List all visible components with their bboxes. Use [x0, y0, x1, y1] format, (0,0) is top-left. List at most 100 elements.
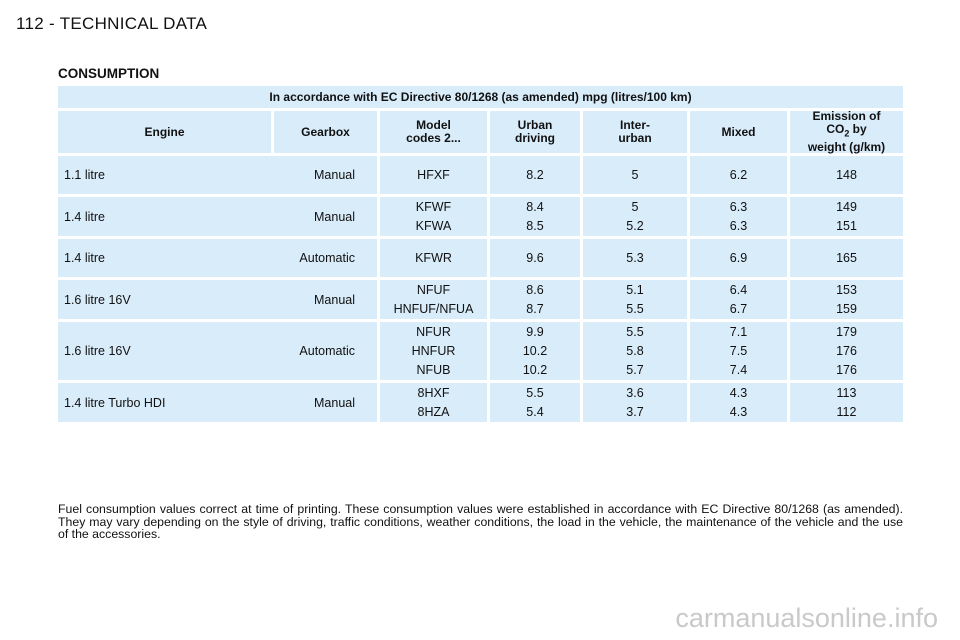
model-code: KFWA: [415, 218, 452, 233]
mixed-value: 6.9: [729, 251, 748, 265]
header-emission-by: by: [849, 122, 867, 137]
page-header: 112 - TECHNICAL DATA: [16, 14, 208, 33]
model-code: NFUB: [416, 362, 451, 377]
header-urban-line2: driving: [514, 131, 555, 145]
model-code-cell: HFXF: [380, 156, 487, 194]
header-model-line2: codes 2...: [406, 131, 461, 145]
inter-urban-value: 5.5: [626, 301, 644, 316]
header-emission-line1: Emission of: [812, 109, 881, 124]
model-code: 8HZA: [417, 404, 450, 419]
urban-value-cell: 5.5 5.4: [490, 383, 580, 422]
co2-value: 149: [836, 199, 857, 214]
inter-urban-value-cell: 5.3: [583, 239, 687, 277]
model-code: HNFUF/NFUA: [393, 301, 474, 316]
co2-value: 148: [836, 168, 857, 182]
urban-value: 9.9: [526, 324, 544, 339]
model-code-cell: NFUF HNFUF/NFUA: [380, 280, 487, 319]
header-inter-line1: Inter-: [620, 118, 650, 132]
model-code-cell: NFUR HNFUR NFUB: [380, 322, 487, 380]
co2-value-cell: 165: [790, 239, 903, 277]
gearbox-cell: Automatic: [274, 239, 377, 277]
consumption-table: In accordance with EC Directive 80/1268 …: [58, 86, 903, 422]
co2-value: 176: [836, 343, 857, 358]
mixed-value: 6.3: [729, 218, 748, 233]
urban-value: 10.2: [522, 343, 548, 358]
co2-value: 113: [836, 385, 857, 400]
gearbox-cell: Automatic: [274, 322, 377, 380]
urban-value: 9.6: [526, 251, 544, 265]
inter-urban-value-cell: 5: [583, 156, 687, 194]
urban-value-cell: 8.2: [490, 156, 580, 194]
table-row-group: 1.4 litre Automatic KFWR 9.6 5.3 6.9 165: [58, 239, 903, 277]
co2-value: 165: [836, 251, 857, 265]
urban-value-cell: 9.6: [490, 239, 580, 277]
header-emission: Emission of CO2 by weight (g/km): [790, 109, 903, 154]
model-code: 8HXF: [417, 385, 450, 400]
model-code-cell: KFWR: [380, 239, 487, 277]
co2-value-cell: 148: [790, 156, 903, 194]
urban-value-cell: 9.9 10.2 10.2: [490, 322, 580, 380]
table-row-group: 1.4 litre Turbo HDI Manual 8HXF 8HZA 5.5 5.4 3…: [58, 383, 903, 422]
inter-urban-value: 3.6: [626, 385, 644, 400]
table-header-row: Engine Gearbox Model codes 2... Urban dr…: [58, 109, 903, 154]
header-engine: Engine: [58, 111, 271, 153]
header-emission-line3: weight (g/km): [807, 139, 886, 154]
co2-value-cell: 149 151: [790, 197, 903, 236]
mixed-value-cell: 6.2: [690, 156, 787, 194]
header-urban: Urban driving: [490, 111, 580, 153]
gearbox-cell: Manual: [274, 280, 377, 319]
header-model-line1: Model: [416, 118, 451, 132]
engine-cell: 1.4 litre: [58, 197, 277, 236]
inter-urban-value-cell: 5 5.2: [583, 197, 687, 236]
model-code: NFUR: [416, 324, 451, 339]
inter-urban-value: 5.3: [626, 251, 644, 265]
header-inter-line2: urban: [618, 131, 652, 145]
mixed-value: 4.3: [729, 385, 748, 400]
model-code: NFUF: [416, 282, 451, 297]
co2-value: 112: [836, 404, 857, 419]
model-code: HNFUR: [411, 343, 456, 358]
inter-urban-value: 5.7: [626, 362, 644, 377]
urban-value: 8.4: [526, 199, 544, 214]
gearbox-cell: Manual: [274, 383, 377, 422]
mixed-value-cell: 6.4 6.7: [690, 280, 787, 319]
gearbox-cell: Manual: [274, 197, 377, 236]
table-body: 1.1 litre Manual HFXF 8.2 5 6.2 148 1.4 litre Ma…: [58, 156, 903, 422]
inter-urban-value: 5.1: [626, 282, 644, 297]
mixed-value: 7.4: [729, 362, 748, 377]
co2-value: 176: [836, 362, 857, 377]
table-row-group: 1.6 litre 16V Automatic NFUR HNFUR NFUB 9.9 10…: [58, 322, 903, 380]
mixed-value: 6.3: [729, 199, 748, 214]
header-urban-line1: Urban: [517, 118, 553, 132]
inter-urban-value: 5.5: [626, 324, 644, 339]
footnote: Fuel consumption values correct at time …: [58, 502, 903, 541]
inter-urban-value: 5.2: [626, 218, 644, 233]
header-model-codes: Model codes 2...: [380, 111, 487, 153]
urban-value-cell: 8.4 8.5: [490, 197, 580, 236]
mixed-value-cell: 6.9: [690, 239, 787, 277]
watermark: carmanualsonline.info: [675, 603, 938, 633]
model-code-cell: 8HXF 8HZA: [380, 383, 487, 422]
table-row-group: 1.1 litre Manual HFXF 8.2 5 6.2 148: [58, 156, 903, 194]
co2-value: 151: [836, 218, 857, 233]
table-row-group: 1.4 litre Manual KFWF KFWA 8.4 8.5 5 5.2 6.3 6.3 1…: [58, 197, 903, 236]
urban-value: 5.5: [526, 385, 544, 400]
urban-value-cell: 8.6 8.7: [490, 280, 580, 319]
table-banner: In accordance with EC Directive 80/1268 …: [58, 86, 903, 108]
header-emission-sub: 2: [844, 128, 850, 139]
mixed-value: 7.1: [729, 324, 748, 339]
co2-value: 153: [836, 282, 857, 297]
co2-value: 159: [836, 301, 857, 316]
mixed-value: 6.4: [729, 282, 748, 297]
mixed-value: 6.2: [729, 168, 748, 182]
mixed-value-cell: 6.3 6.3: [690, 197, 787, 236]
inter-urban-value: 5: [631, 168, 639, 182]
mixed-value-cell: 4.3 4.3: [690, 383, 787, 422]
urban-value: 8.6: [526, 282, 544, 297]
inter-urban-value: 3.7: [626, 404, 644, 419]
engine-cell: 1.4 litre: [58, 239, 277, 277]
model-code: KFWF: [415, 199, 452, 214]
inter-urban-value: 5.8: [626, 343, 644, 358]
engine-cell: 1.1 litre: [58, 156, 277, 194]
mixed-value: 4.3: [729, 404, 748, 419]
